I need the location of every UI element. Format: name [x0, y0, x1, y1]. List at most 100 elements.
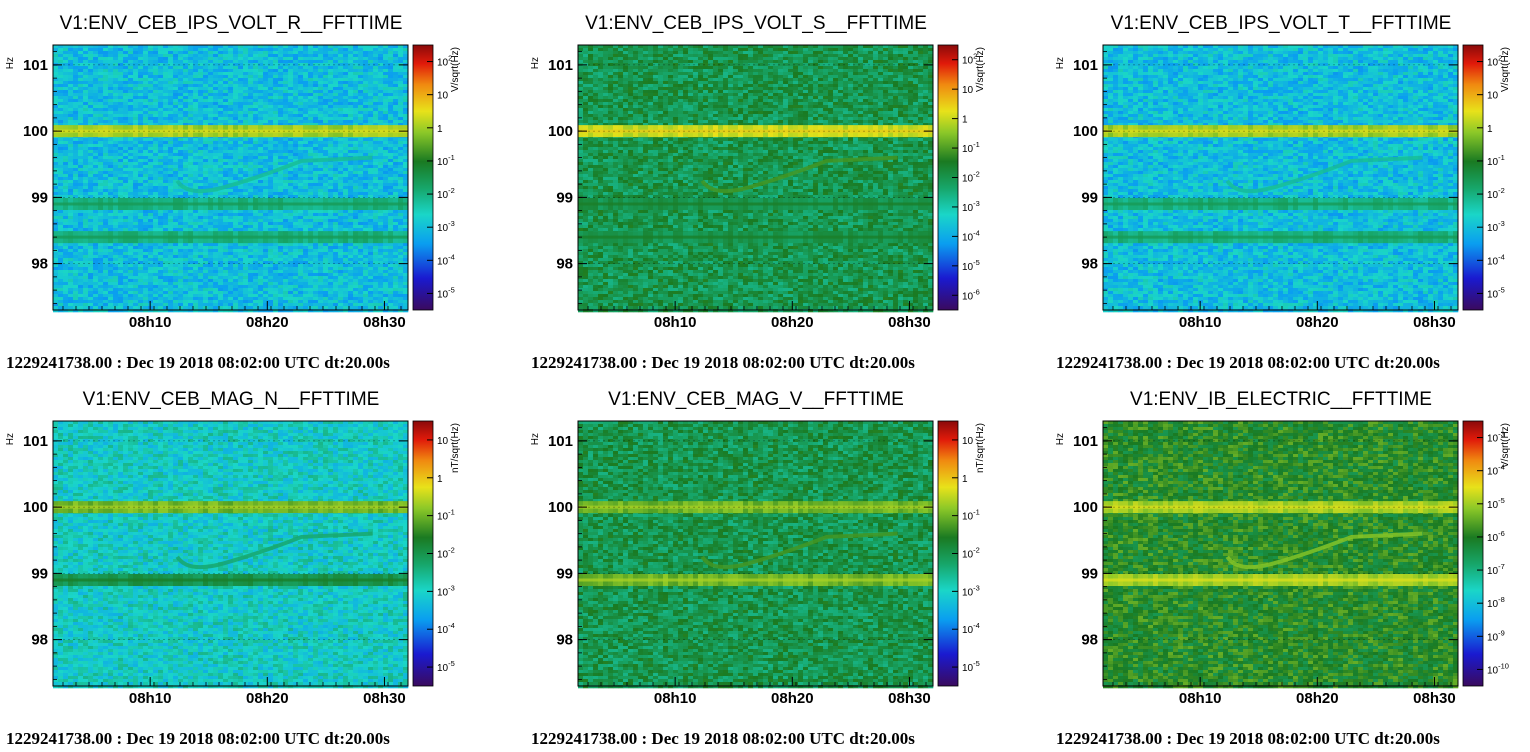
colorbar-tick-label: 10-4: [437, 252, 455, 267]
chart-title: V1:ENV_CEB_IPS_VOLT_S__FFTTIME: [585, 13, 927, 34]
colorbar-tick-label: 10-5: [1487, 496, 1505, 511]
y-tick-label: 101: [23, 433, 48, 450]
colorbar-tick-label: 10-4: [1487, 252, 1505, 267]
y-tick-label: 98: [31, 256, 48, 273]
colorbar-tick-label: 10-5: [962, 659, 980, 674]
spectral-line: [53, 574, 408, 586]
spectral-line: [1103, 125, 1458, 137]
colorbar-tick-label: 10-1: [962, 140, 980, 155]
spectral-line: [1103, 198, 1458, 210]
y-axis-label: Hz: [530, 433, 541, 445]
x-tick-label: 08h30: [363, 314, 406, 331]
x-tick-label: 08h30: [1413, 314, 1456, 331]
spectrogram-panel: V1:ENV_CEB_IPS_VOLT_T__FFTTIME 98 99 100 101…: [1055, 13, 1511, 372]
colorbar-label: V/sqrt(Hz): [450, 47, 461, 92]
colorbar-tick-label: 1: [437, 124, 443, 135]
heatmap-cells: [53, 421, 408, 688]
colorbar-tick-label: 10-3: [437, 219, 455, 234]
x-tick-label: 08h20: [771, 314, 814, 331]
gps-time-footer: 1229241738.00 : Dec 19 2018 08:02:00 UTC…: [531, 353, 915, 372]
x-tick-label: 08h30: [363, 690, 406, 707]
x-tick-label: 08h10: [1179, 690, 1222, 707]
spectrogram-panel: V1:ENV_CEB_IPS_VOLT_S__FFTTIME9899100101…: [530, 13, 986, 372]
heatmap-cells: [1103, 45, 1458, 312]
colorbar: [1463, 45, 1483, 310]
colorbar-tick-label: 1: [962, 115, 968, 126]
colorbar-tick-label: 10-4: [962, 228, 980, 243]
y-tick-label: 98: [556, 632, 573, 649]
colorbar-tick-label: 10-1: [962, 508, 980, 523]
spectral-line: [1103, 501, 1458, 513]
spectral-line: [53, 231, 408, 243]
x-tick-label: 08h10: [1179, 314, 1222, 331]
gps-time-footer: 1229241738.00 : Dec 19 2018 08:02:00 UTC…: [1056, 729, 1440, 748]
chart-title: V1:ENV_IB_ELECTRIC__FFTTIME: [1130, 389, 1432, 410]
y-tick-label: 100: [1073, 123, 1098, 140]
spectral-line: [578, 501, 933, 513]
spectrogram-panel: V1:ENV_CEB_MAG_N__FFTTIME9899100101Hz08h…: [5, 389, 461, 748]
spectral-line: [53, 125, 408, 137]
colorbar-tick-label: 1: [1487, 124, 1493, 135]
x-tick-label: 08h20: [771, 690, 814, 707]
spectral-line: [1103, 574, 1458, 586]
y-tick-label: 101: [548, 433, 573, 450]
y-tick-label: 99: [31, 565, 48, 582]
spectrogram-panel: V1:ENV_CEB_MAG_V__FFTTIME9899100101Hz08h…: [530, 389, 986, 748]
spectral-line: [53, 198, 408, 210]
colorbar-tick-label: 10-2: [962, 546, 980, 561]
figure: V1:ENV_CEB_IPS_VOLT_R__FFTTIME9899100101…: [0, 0, 1530, 752]
chart-title: V1:ENV_CEB_IPS_VOLT_T__FFTTIME: [1111, 13, 1452, 34]
colorbar-tick-label: 1: [962, 474, 968, 485]
chart-title: V1:ENV_CEB_MAG_N__FFTTIME: [83, 389, 380, 410]
colorbar-tick-label: 10-1: [437, 508, 455, 523]
x-tick-label: 08h30: [888, 690, 931, 707]
y-tick-label: 100: [23, 123, 48, 140]
y-tick-label: 98: [1081, 256, 1098, 273]
y-tick-label: 99: [556, 565, 573, 582]
y-tick-label: 101: [548, 57, 573, 74]
x-tick-label: 08h20: [1296, 690, 1339, 707]
x-tick-label: 08h10: [129, 690, 172, 707]
colorbar-tick-label: 10-2: [437, 546, 455, 561]
y-axis-label: Hz: [530, 57, 541, 69]
y-axis-label: Hz: [5, 433, 16, 445]
x-tick-label: 08h10: [654, 314, 697, 331]
colorbar-tick-label: 10: [962, 85, 974, 96]
y-tick-label: 100: [548, 499, 573, 516]
colorbar-label: V/sqrt(Hz): [975, 47, 986, 92]
colorbar-label: nT/sqrt(Hz): [450, 423, 461, 473]
x-tick-label: 08h30: [888, 314, 931, 331]
y-tick-label: 99: [556, 189, 573, 206]
panels: V1:ENV_CEB_IPS_VOLT_R__FFTTIME9899100101…: [5, 13, 1511, 748]
colorbar-tick-label: 10-3: [962, 199, 980, 214]
gps-time-footer: 1229241738.00 : Dec 19 2018 08:02:00 UTC…: [6, 353, 390, 372]
colorbar-label: V/sqrt(Hz): [1500, 423, 1511, 468]
colorbar-tick-label: 10-5: [437, 285, 455, 300]
colorbar-tick-label: 10-10: [1487, 661, 1509, 676]
y-tick-label: 100: [23, 499, 48, 516]
gps-time-footer: 1229241738.00 : Dec 19 2018 08:02:00 UTC…: [6, 729, 390, 748]
y-tick-label: 99: [1081, 189, 1098, 206]
heatmap-cells: [578, 45, 933, 312]
colorbar-tick-label: 10-3: [437, 583, 455, 598]
y-tick-label: 100: [548, 123, 573, 140]
colorbar-tick-label: 10-5: [437, 659, 455, 674]
y-axis-label: Hz: [5, 57, 16, 69]
colorbar-tick-label: 10-6: [962, 287, 980, 302]
colorbar-tick-label: 10-2: [962, 170, 980, 185]
y-axis-label: Hz: [1055, 433, 1066, 445]
x-tick-label: 08h10: [654, 690, 697, 707]
colorbar-label: nT/sqrt(Hz): [975, 423, 986, 473]
y-tick-label: 98: [1081, 632, 1098, 649]
colorbar-tick-label: 1: [437, 474, 443, 485]
colorbar-tick-label: 10-5: [962, 258, 980, 273]
x-tick-label: 08h10: [129, 314, 172, 331]
spectral-line: [53, 501, 408, 513]
gps-time-footer: 1229241738.00 : Dec 19 2018 08:02:00 UTC…: [531, 729, 915, 748]
y-tick-label: 100: [1073, 499, 1098, 516]
spectrogram-panel: V1:ENV_CEB_IPS_VOLT_R__FFTTIME9899100101…: [5, 13, 461, 372]
heatmap-cells: [53, 45, 408, 312]
y-tick-label: 101: [1073, 57, 1098, 74]
colorbar-tick-label: 10: [437, 436, 449, 447]
heatmap-cells: [1103, 421, 1458, 688]
